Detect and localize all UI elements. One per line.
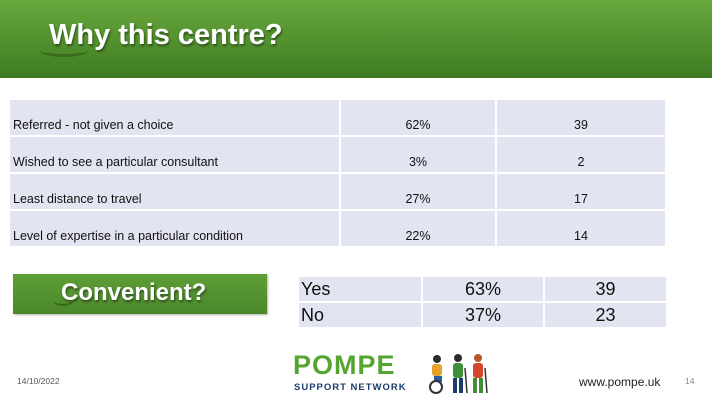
reason-label: Wished to see a particular consultant [10, 137, 341, 174]
footer-date: 14/10/2022 [17, 376, 60, 386]
reason-count: 14 [497, 211, 665, 248]
answer-label: Yes [299, 277, 423, 303]
reason-percent: 3% [341, 137, 497, 174]
convenient-heading-box: Convenient? [13, 274, 267, 314]
reason-count: 39 [497, 100, 665, 137]
reason-percent: 22% [341, 211, 497, 248]
table-row: Level of expertise in a particular condi… [10, 211, 665, 248]
reason-percent: 27% [341, 174, 497, 211]
people-figures-icon [429, 354, 488, 394]
table-row: Yes 63% 39 [299, 277, 666, 303]
answer-count: 23 [545, 303, 666, 329]
answer-percent: 37% [423, 303, 545, 329]
logo-wordmark: POMPE [293, 350, 396, 380]
page-number: 14 [685, 376, 695, 386]
answer-percent: 63% [423, 277, 545, 303]
reasons-table: Referred - not given a choice 62% 39 Wis… [10, 100, 665, 248]
reason-label: Least distance to travel [10, 174, 341, 211]
convenient-table: Yes 63% 39 No 37% 23 [299, 277, 666, 329]
reason-label: Level of expertise in a particular condi… [10, 211, 341, 248]
table-row: Least distance to travel 27% 17 [10, 174, 665, 211]
reason-percent: 62% [341, 100, 497, 137]
table-row: Referred - not given a choice 62% 39 [10, 100, 665, 137]
banner-swoosh-decoration [40, 44, 88, 57]
table-row: No 37% 23 [299, 303, 666, 329]
reason-label: Referred - not given a choice [10, 100, 341, 137]
answer-label: No [299, 303, 423, 329]
title-banner: Why this centre? [0, 0, 712, 78]
slide-title: Why this centre? [49, 19, 283, 51]
answer-count: 39 [545, 277, 666, 303]
reason-count: 2 [497, 137, 665, 174]
convenient-heading: Convenient? [61, 279, 207, 306]
table-row: Wished to see a particular consultant 3%… [10, 137, 665, 174]
reason-count: 17 [497, 174, 665, 211]
logo-subtitle: SUPPORT NETWORK [294, 382, 407, 393]
footer-url[interactable]: www.pompe.uk [579, 375, 661, 389]
pompe-logo: POMPE SUPPORT NETWORK [293, 350, 493, 396]
heading-swoosh-decoration [53, 296, 73, 306]
